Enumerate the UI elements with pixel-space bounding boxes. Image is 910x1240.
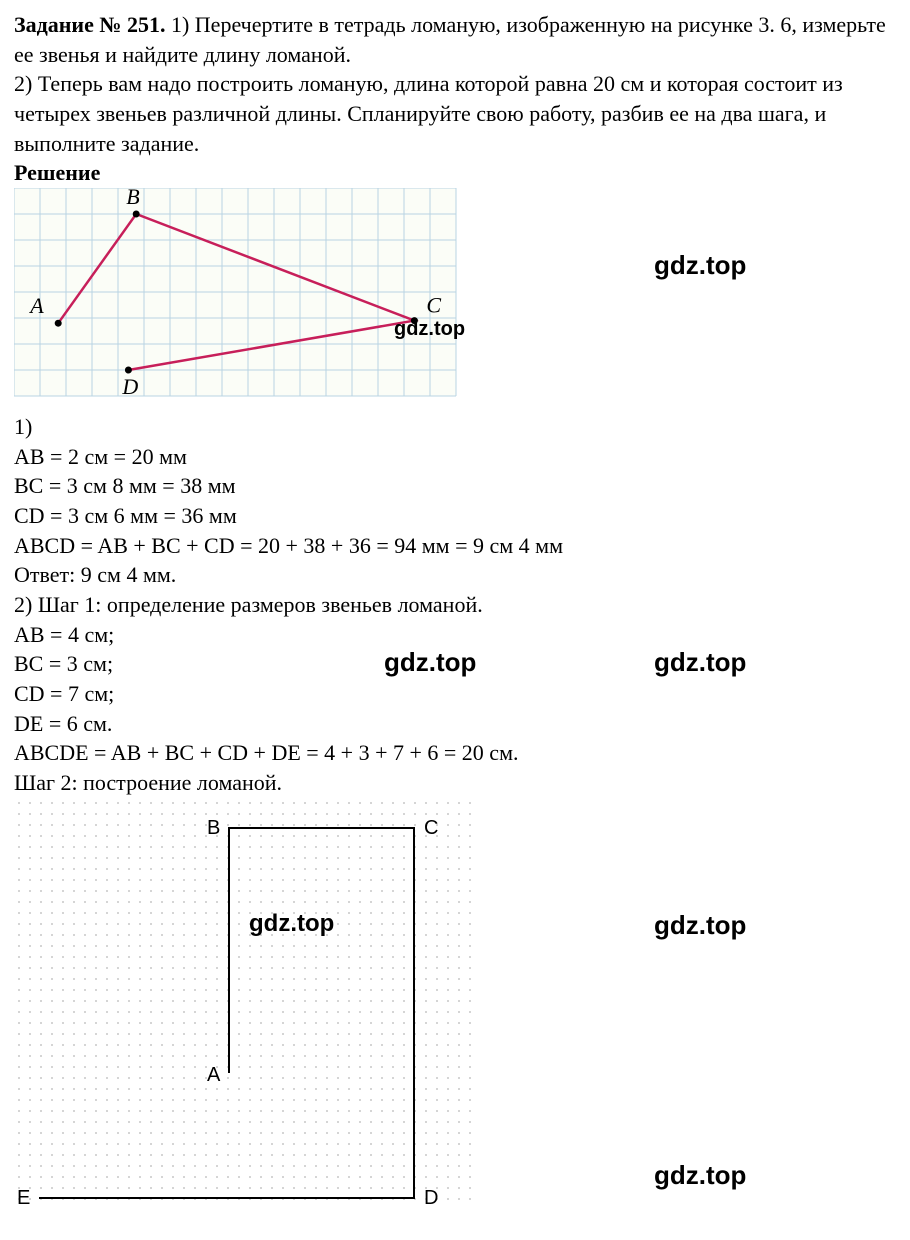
svg-text:E: E — [17, 1187, 30, 1208]
line-bc: BC = 3 см 8 мм = 38 мм — [14, 471, 896, 501]
svg-text:D: D — [424, 1187, 438, 1208]
svg-text:A: A — [28, 293, 44, 318]
svg-text:C: C — [426, 293, 441, 318]
solution-part1: 1) AB = 2 см = 20 мм BC = 3 см 8 мм = 38… — [14, 412, 896, 590]
lead1: 1) — [14, 414, 32, 439]
watermark-right-2: gdz.top — [654, 908, 746, 943]
svg-text:B: B — [126, 188, 139, 209]
figure1: A B C D gdz.top — [14, 188, 464, 412]
line-abcd: ABCD = AB + BC + CD = 20 + 38 + 36 = 94 … — [14, 531, 896, 561]
figure2: A B C D E gdz.top — [14, 798, 474, 1216]
figure1-wrap: A B C D gdz.top gdz.top — [14, 188, 896, 412]
watermark-mid-1: gdz.top — [384, 645, 476, 680]
svg-text:B: B — [207, 817, 220, 839]
task-block: Задание № 251. 1) Перечертите в тетрадь … — [14, 10, 896, 158]
figure2-wrap: A B C D E gdz.top gdz.top gdz.top — [14, 798, 896, 1216]
line-ab: AB = 2 см = 20 мм — [14, 442, 896, 472]
line2-cd: CD = 7 см; — [14, 679, 896, 709]
line-step1: 2) Шаг 1: определение размеров звеньев л… — [14, 590, 896, 620]
solution-heading: Решение — [14, 158, 896, 188]
watermark-fig2: gdz.top — [249, 908, 334, 940]
watermark-fig1: gdz.top — [394, 316, 465, 343]
solution-part2: 2) Шаг 1: определение размеров звеньев л… — [14, 590, 896, 798]
line2-sum: ABCDE = AB + BC + CD + DE = 4 + 3 + 7 + … — [14, 738, 896, 768]
line-answer1: Ответ: 9 см 4 мм. — [14, 560, 896, 590]
watermark-mid-2: gdz.top — [654, 645, 746, 680]
line-cd: CD = 3 см 6 мм = 36 мм — [14, 501, 896, 531]
line2-de: DE = 6 см. — [14, 709, 896, 739]
watermark-right-1: gdz.top — [654, 248, 746, 283]
task-part2: 2) Теперь вам надо построить ломаную, дл… — [14, 69, 896, 158]
svg-text:D: D — [121, 374, 138, 399]
watermark-right-3: gdz.top — [654, 1158, 746, 1193]
line-step2: Шаг 2: построение ломаной. — [14, 768, 896, 798]
task-title: Задание № 251. — [14, 12, 171, 37]
svg-text:A: A — [207, 1064, 221, 1086]
svg-text:C: C — [424, 817, 438, 839]
